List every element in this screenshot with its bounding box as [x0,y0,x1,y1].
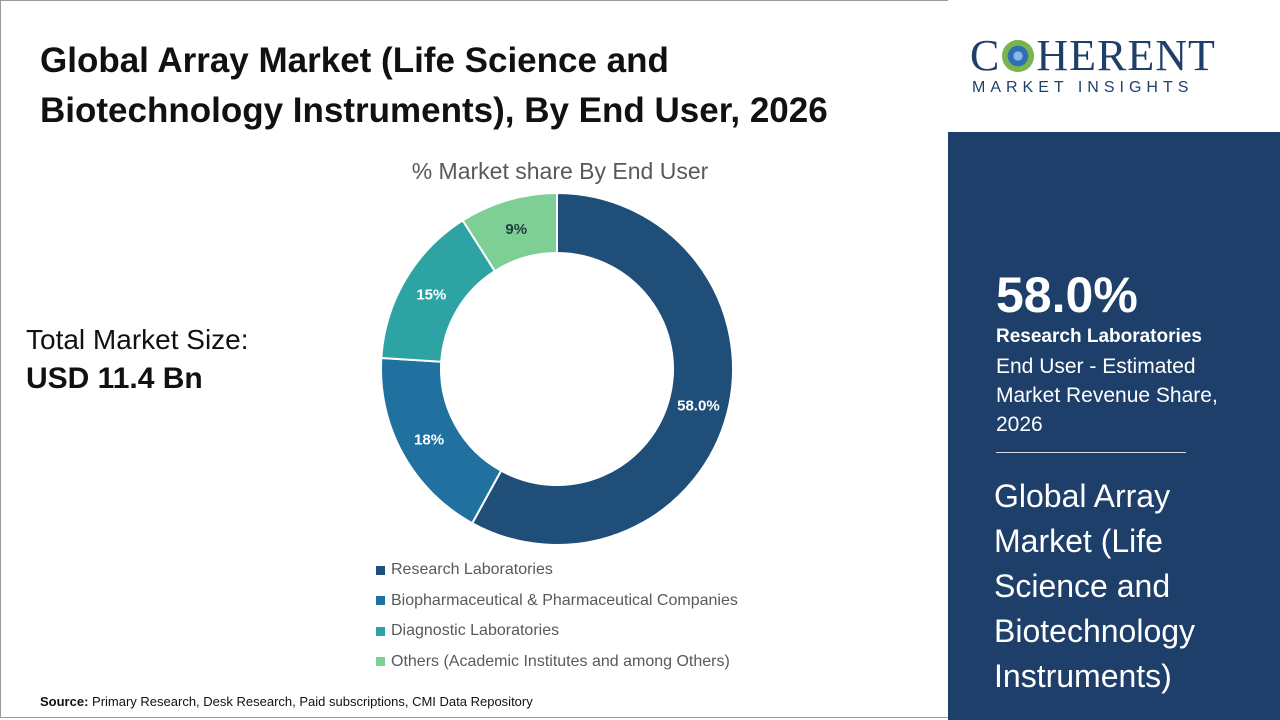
source-text: Primary Research, Desk Research, Paid su… [92,694,533,709]
content-frame [0,0,948,718]
donut-label-diagnostic: 15% [416,287,446,304]
legend-item-research: Research Laboratories [376,555,738,586]
legend-label-others: Others (Academic Institutes and among Ot… [391,652,730,670]
panel-divider [996,452,1186,453]
legend-item-biopharma: Biopharmaceutical & Pharmaceutical Compa… [376,586,738,617]
legend-item-diagnostic: Diagnostic Laboratories [376,616,738,647]
logo-text-start: C [970,31,1001,80]
logo-subtitle: MARKET INSIGHTS [972,79,1194,96]
legend-swatch-biopharma [376,596,385,606]
donut-chart: 58.0% 18% 15% 9% [380,191,734,546]
source-note: Source: Primary Research, Desk Research,… [40,694,533,709]
donut-slice-others [461,191,558,273]
legend-label-research: Research Laboratories [391,561,553,579]
summary-panel: C HERENT MARKET INSIGHTS 58.0% Research L… [948,0,1280,720]
logo-globe-icon [1002,40,1035,72]
panel-title: Global Array Market (Life Science and Bi… [994,478,1196,694]
source-label: Source: [40,694,89,709]
donut-slice-research [470,191,734,546]
total-market-label: Total Market Size: [26,324,249,355]
page-title: Global Array Market (Life Science and Bi… [40,41,828,130]
legend-label-diagnostic: Diagnostic Laboratories [391,622,560,640]
legend-swatch-others [376,657,385,667]
legend-label-biopharma: Biopharmaceutical & Pharmaceutical Compa… [391,591,738,609]
donut-label-research: 58.0% [677,397,720,414]
logo-text-end: HERENT [1036,31,1216,80]
kpi-category: Research Laboratories [996,326,1202,347]
chart-title: % Market share By End User [411,158,709,184]
kpi-value: 58.0% [996,267,1138,323]
legend-swatch-diagnostic [376,626,385,636]
chart-legend: Research Laboratories Biopharmaceutical … [376,555,738,677]
donut-label-biopharma: 18% [414,431,444,448]
legend-item-others: Others (Academic Institutes and among Ot… [376,647,738,678]
legend-swatch-research [376,565,385,575]
logo-area: C HERENT MARKET INSIGHTS [948,0,1280,132]
company-logo: C HERENT [970,30,1216,81]
kpi-description: End User - Estimated Market Revenue Shar… [996,355,1218,436]
donut-label-others: 9% [505,221,527,238]
total-market-value: USD 11.4 Bn [26,362,203,395]
